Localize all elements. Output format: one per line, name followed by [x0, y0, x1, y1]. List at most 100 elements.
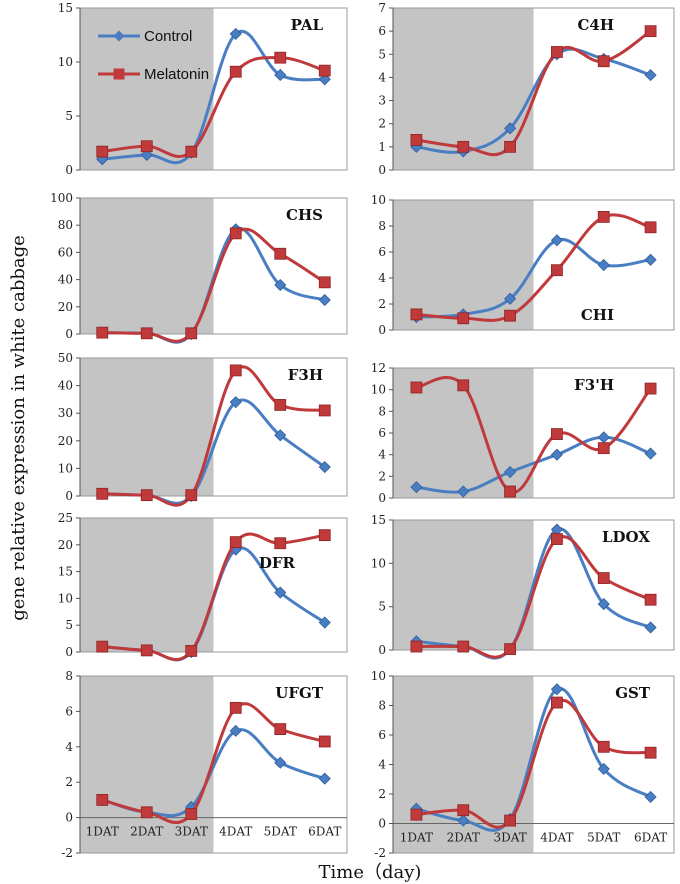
data-point-melatonin	[318, 276, 331, 289]
x-axis-label: Time（day)	[319, 862, 422, 883]
data-point-melatonin	[597, 740, 610, 753]
data-point-melatonin	[185, 145, 198, 158]
data-point-melatonin	[229, 65, 242, 78]
y-tick-label: 10	[371, 556, 386, 570]
y-tick-label: 8	[378, 699, 386, 713]
data-point-melatonin	[96, 326, 109, 339]
data-point-melatonin	[504, 309, 516, 322]
y-tick-label: 2	[378, 469, 386, 483]
y-tick-label: 5	[65, 109, 73, 123]
data-point-melatonin	[457, 804, 470, 817]
y-tick-label: 0	[378, 817, 386, 831]
data-point-melatonin	[644, 221, 657, 234]
panel-title: PAL	[291, 16, 324, 34]
x-tick-label: 2DAT	[447, 831, 480, 845]
data-point-melatonin	[185, 489, 198, 502]
data-point-melatonin	[644, 746, 657, 759]
x-tick-label: 6DAT	[634, 831, 667, 845]
data-point-melatonin	[551, 696, 563, 709]
data-point-melatonin	[96, 794, 109, 806]
y-tick-label: 7	[378, 1, 386, 15]
data-point-melatonin	[229, 227, 242, 240]
legend-label-melatonin: Melatonin	[144, 66, 209, 83]
y-tick-label: 6	[65, 704, 73, 718]
legend-marker-melatonin	[113, 68, 125, 80]
data-point-melatonin	[140, 327, 153, 340]
y-tick-label: 12	[371, 361, 386, 375]
shaded-region	[80, 676, 214, 853]
y-tick-label: 5	[378, 600, 386, 614]
x-tick-label: 6DAT	[308, 825, 341, 839]
data-point-control	[550, 234, 563, 247]
data-point-control	[644, 253, 657, 266]
data-point-control	[550, 448, 563, 461]
x-tick-label: 2DAT	[130, 825, 163, 839]
data-point-melatonin	[457, 379, 470, 392]
data-point-melatonin	[274, 399, 287, 411]
panel-f3h: 0 10 20 30 40 50 F3H	[58, 351, 348, 507]
y-tick-label: 15	[371, 513, 386, 527]
data-point-control	[550, 683, 563, 696]
data-point-melatonin	[140, 806, 153, 819]
y-tick-label: 8	[378, 404, 386, 418]
data-point-melatonin	[644, 593, 657, 606]
panel-title: DFR	[259, 554, 296, 572]
data-point-melatonin	[318, 529, 331, 542]
data-point-control	[597, 258, 610, 272]
y-tick-label: 2	[378, 787, 386, 801]
data-point-melatonin	[96, 640, 109, 653]
y-tick-label: 0	[65, 163, 73, 177]
data-point-melatonin	[457, 640, 470, 653]
panel-pal: 0 5 10 15 PAL	[58, 1, 348, 177]
panel-dfr: 0 5 10 15 20 25 DFR	[58, 511, 348, 662]
y-tick-label: 60	[58, 245, 73, 259]
y-tick-label: 0	[378, 163, 386, 177]
shaded-region	[393, 200, 534, 330]
y-tick-label: 5	[378, 47, 386, 61]
data-point-melatonin	[140, 489, 153, 502]
y-tick-label: 10	[371, 383, 386, 397]
data-point-melatonin	[274, 723, 287, 735]
y-tick-label: 50	[58, 351, 73, 365]
y-tick-label: 10	[371, 193, 386, 207]
data-point-melatonin	[229, 364, 242, 377]
data-point-control	[504, 465, 517, 479]
data-point-control	[457, 485, 470, 498]
data-point-melatonin	[318, 64, 331, 77]
data-point-melatonin	[274, 247, 287, 260]
y-tick-label: 0	[65, 327, 73, 341]
y-tick-label: 10	[371, 669, 386, 683]
panel-f3ph: 0 2 4 6 8 10 12 F3'H	[371, 361, 675, 505]
y-tick-label: 20	[58, 300, 73, 314]
x-tick-label: 1DAT	[86, 825, 119, 839]
panel-chi: 0 2 4 6 8 10 CHI	[371, 193, 675, 337]
data-point-melatonin	[229, 701, 242, 714]
y-tick-label: 3	[378, 94, 386, 108]
panel-title: CHI	[581, 306, 614, 324]
panel-title: F3H	[288, 366, 323, 384]
data-point-melatonin	[96, 145, 109, 158]
data-point-melatonin	[410, 381, 423, 394]
data-point-melatonin	[457, 312, 470, 325]
y-tick-label: 0	[65, 645, 73, 659]
y-tick-label: 2	[378, 297, 386, 311]
data-point-melatonin	[185, 808, 198, 820]
data-point-control	[318, 616, 331, 629]
data-point-melatonin	[597, 572, 610, 584]
y-tick-label: 10	[58, 591, 73, 605]
data-point-control	[274, 278, 287, 292]
data-point-melatonin	[504, 485, 516, 498]
data-point-control	[274, 68, 287, 82]
y-tick-label: 4	[378, 271, 386, 285]
x-tick-label: 4DAT	[219, 825, 252, 839]
shaded-region	[80, 358, 214, 496]
data-point-control	[274, 586, 287, 599]
shaded-region	[80, 198, 214, 334]
legend-marker-control	[113, 30, 125, 42]
shaded-region	[393, 520, 534, 650]
y-tick-label: 15	[58, 1, 73, 15]
y-tick-label: 6	[378, 426, 386, 440]
data-point-melatonin	[318, 735, 331, 748]
y-tick-label: 20	[58, 434, 73, 448]
